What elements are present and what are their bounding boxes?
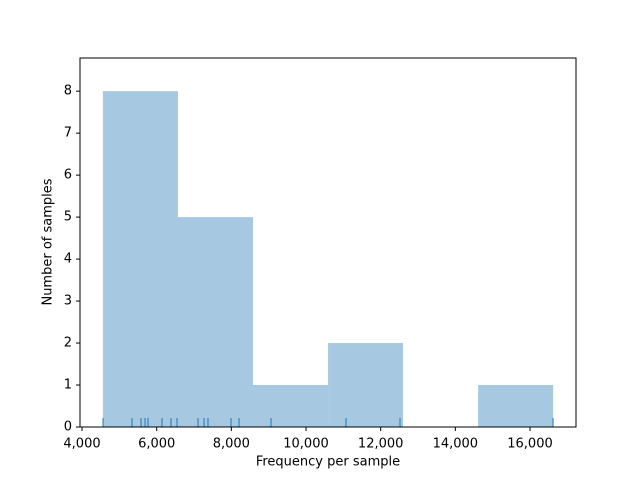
y-tick-label: 5	[64, 210, 72, 225]
y-tick-label: 3	[64, 294, 72, 309]
bar	[328, 343, 404, 427]
x-tick-label: 14,000	[433, 437, 479, 452]
x-tick-label: 16,000	[507, 437, 553, 452]
y-tick-label: 4	[64, 252, 72, 267]
y-tick-label: 1	[64, 378, 72, 393]
plot-frame	[79, 57, 577, 428]
x-tick-label: 10,000	[283, 437, 329, 452]
y-tick-label: 7	[64, 126, 72, 141]
bar	[252, 385, 329, 427]
bar	[177, 217, 253, 427]
x-tick-label: 8,000	[213, 437, 250, 452]
bar	[102, 91, 178, 428]
y-tick-label: 0	[64, 420, 72, 435]
x-tick-label: 4,000	[63, 437, 100, 452]
y-tick-label: 2	[64, 336, 72, 351]
x-axis-label: Frequency per sample	[256, 455, 400, 470]
y-axis-label: Number of samples	[41, 178, 56, 305]
y-tick-label: 8	[64, 84, 72, 99]
bar	[478, 385, 554, 427]
x-tick-label: 12,000	[358, 437, 404, 452]
y-tick-label: 6	[64, 168, 72, 183]
x-tick-label: 6,000	[138, 437, 175, 452]
